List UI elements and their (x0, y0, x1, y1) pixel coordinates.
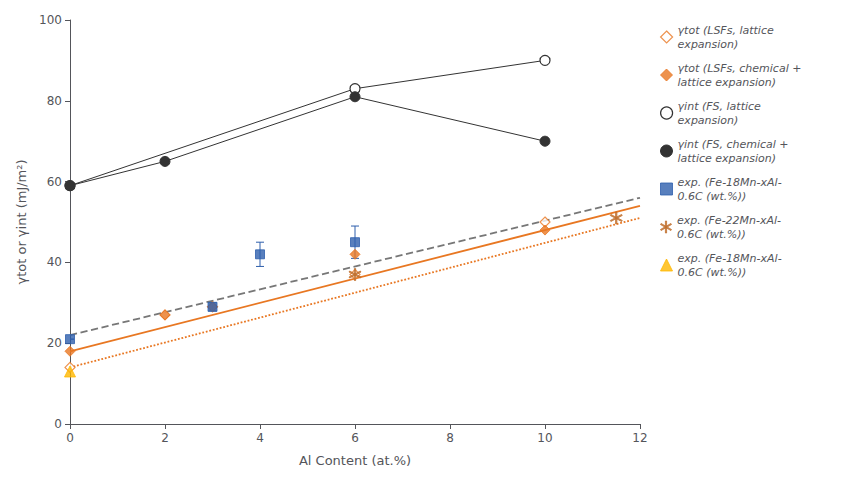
svg-text:expansion): expansion) (678, 114, 739, 127)
svg-text:2: 2 (161, 431, 169, 445)
svg-text:expansion): expansion) (678, 38, 739, 51)
svg-text:Al Content (at.%): Al Content (at.%) (299, 453, 411, 468)
svg-text:γtot (LSFs, lattice: γtot (LSFs, lattice (678, 24, 774, 37)
svg-text:8: 8 (446, 431, 454, 445)
svg-text:exp. (Fe-18Mn-xAl-: exp. (Fe-18Mn-xAl- (678, 252, 782, 265)
svg-text:γint (FS, lattice: γint (FS, lattice (678, 100, 761, 113)
svg-text:100: 100 (39, 13, 62, 27)
svg-text:0.6C (wt.%)): 0.6C (wt.%)) (678, 190, 747, 203)
svg-text:40: 40 (47, 255, 62, 269)
svg-text:γtot or γint (mJ/m²): γtot or γint (mJ/m²) (14, 159, 29, 284)
svg-text:lattice expansion): lattice expansion) (678, 76, 777, 89)
svg-text:20: 20 (47, 336, 62, 350)
svg-text:0: 0 (66, 431, 74, 445)
svg-text:0.6C (wt.%)): 0.6C (wt.%)) (678, 266, 747, 279)
svg-text:γtot (LSFs, chemical +: γtot (LSFs, chemical + (678, 62, 802, 75)
svg-text:exp. (Fe-18Mn-xAl-: exp. (Fe-18Mn-xAl- (678, 176, 782, 189)
svg-text:10: 10 (537, 431, 552, 445)
svg-text:lattice expansion): lattice expansion) (678, 152, 777, 165)
svg-text:0: 0 (54, 417, 62, 431)
svg-text:80: 80 (47, 94, 62, 108)
svg-text:exp. (Fe-22Mn-xAl-: exp. (Fe-22Mn-xAl- (677, 214, 781, 227)
svg-text:γint (FS, chemical +: γint (FS, chemical + (678, 138, 789, 151)
svg-text:12: 12 (632, 431, 647, 445)
svg-text:6: 6 (351, 431, 359, 445)
svg-text:0.6C (wt.%)): 0.6C (wt.%)) (677, 228, 746, 241)
svg-text:60: 60 (47, 175, 62, 189)
svg-text:4: 4 (256, 431, 264, 445)
